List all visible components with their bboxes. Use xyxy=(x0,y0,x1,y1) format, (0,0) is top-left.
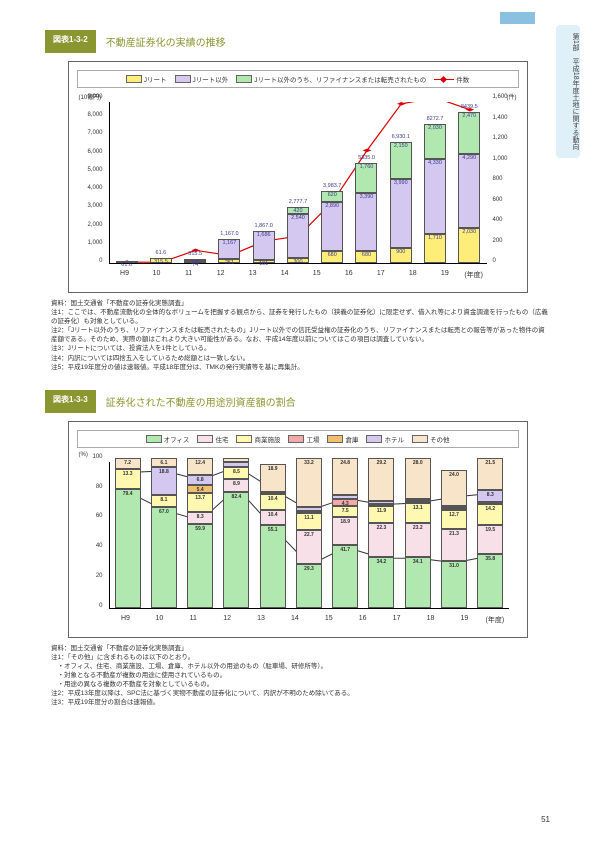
bar-group: 6,930.19003,9902,150 xyxy=(384,134,418,263)
figure-1: 図表1-3-2 不動産証券化の実績の推移 Jリート Jリート以外 Jリート以外のうち… xyxy=(45,30,550,372)
fig1-number: 図表1-3-2 xyxy=(45,30,96,53)
legend-item: 商業施設 xyxy=(236,434,280,444)
fig2-plot-area: (%) 100806040200 79.413.37.267.08.118.86… xyxy=(77,454,519,629)
fig2-number: 図表1-3-3 xyxy=(45,390,96,413)
bar-group: 1,167.02511,167 xyxy=(212,231,246,263)
bar-group: 55.110.410.418.9 xyxy=(255,458,291,608)
bar-group: 79.413.37.2 xyxy=(110,458,146,608)
fig2-chart: オフィス住宅商業施設工場倉庫ホテルその他 (%) 100806040200 79… xyxy=(68,421,528,638)
bar-group: 8272.71,7104,3302,030 xyxy=(418,116,452,263)
bar-group: 31.021.312.724.0 xyxy=(436,458,472,608)
figure-2: 図表1-3-3 証券化された不動産の用途別資産額の割合 オフィス住宅商業施設工場… xyxy=(45,390,550,708)
legend-item: その他 xyxy=(412,434,450,444)
fig1-yticks-left: 9,0008,0007,0006,0005,0004,0003,0002,000… xyxy=(77,94,105,264)
legend-item: ホテル xyxy=(366,434,404,444)
legend-item: 件数 xyxy=(434,74,469,84)
fig2-xlabels: H910111213141516171819(年度) xyxy=(109,615,509,625)
bar-group: 59.98.313.75.46.812.4 xyxy=(182,458,218,608)
fig2-legend: オフィス住宅商業施設工場倉庫ホテルその他 xyxy=(77,430,519,448)
bar-group: 1,867.01811,686 xyxy=(247,223,281,263)
legend-item: 工場 xyxy=(288,434,319,444)
bar-group: 35.819.514.28.321.5 xyxy=(472,458,508,608)
fig1-notes: 資料：国土交通省「不動産の証券化実態調査」注1：ここでは、不動産流動化の全体的な… xyxy=(45,299,550,372)
legend-item: Jリート以外 xyxy=(175,74,229,84)
bar-group: 34.222.311.929.2 xyxy=(363,458,399,608)
fig2-plot: 79.413.37.267.08.118.86.159.98.313.75.46… xyxy=(109,462,509,609)
bar-group: 61.6315.5 xyxy=(144,250,178,263)
bar-group: 61.6 xyxy=(110,253,144,263)
fig2-notes: 資料：国土交通省「不動産の証券化実態調査」注1：「その他」に含まれるものは以下の… xyxy=(45,644,550,708)
page-content: 図表1-3-2 不動産証券化の実績の推移 Jリート Jリート以外 Jリート以外のうち… xyxy=(0,0,595,745)
bar-group: 8439.52,0304,2902,470 xyxy=(452,104,486,263)
legend-item: 倉庫 xyxy=(327,434,358,444)
fig1-xlabels: H910111213141516171819(年度) xyxy=(109,270,487,280)
bar-group: 29.322.711.133.2 xyxy=(291,458,327,608)
fig1-chart: JリートJリート以外Jリート以外のうち、リファイナンスまたは転売されたもの件数 … xyxy=(68,61,528,293)
page-number: 51 xyxy=(541,815,550,824)
fig1-legend: Jリート Jリート以外 Jリート以外のうち、リファイナンスまたは転売されたもの件数 xyxy=(77,70,519,88)
fig2-title: 証券化された不動産の用途別資産額の割合 xyxy=(96,390,306,413)
legend-item: Jリート xyxy=(126,74,167,84)
fig1-title: 不動産証券化の実績の推移 xyxy=(96,30,236,53)
fig1-plot-area: (10億円) (件) 9,0008,0007,0006,0005,0004,00… xyxy=(77,94,519,284)
fig2-yticks: 100806040200 xyxy=(77,454,105,609)
bar-group: 2,777.73002,540420 xyxy=(281,199,315,263)
fig1-plot: 61.661.6315.5315.5741261,167.02511,1671,… xyxy=(109,102,487,264)
legend-item: 住宅 xyxy=(197,434,228,444)
fig1-yticks-right: 1,6001,4001,2001,0008006004002000 xyxy=(491,94,519,264)
bar-group: 82.48.98.5 xyxy=(218,458,254,608)
legend-item: オフィス xyxy=(146,434,190,444)
bar-group: 315.574126 xyxy=(178,251,212,263)
legend-item: Jリート以外のうち、リファイナンスまたは転売されたもの xyxy=(236,74,426,84)
bar-group: 41.718.97.54.324.8 xyxy=(327,458,363,608)
bar-group: 5335.06803,3901,760 xyxy=(349,155,383,263)
bar-group: 67.08.118.86.1 xyxy=(146,458,182,608)
bar-group: 34.123.213.128.0 xyxy=(400,458,436,608)
bar-group: 3,983.76802,890620 xyxy=(315,183,349,263)
